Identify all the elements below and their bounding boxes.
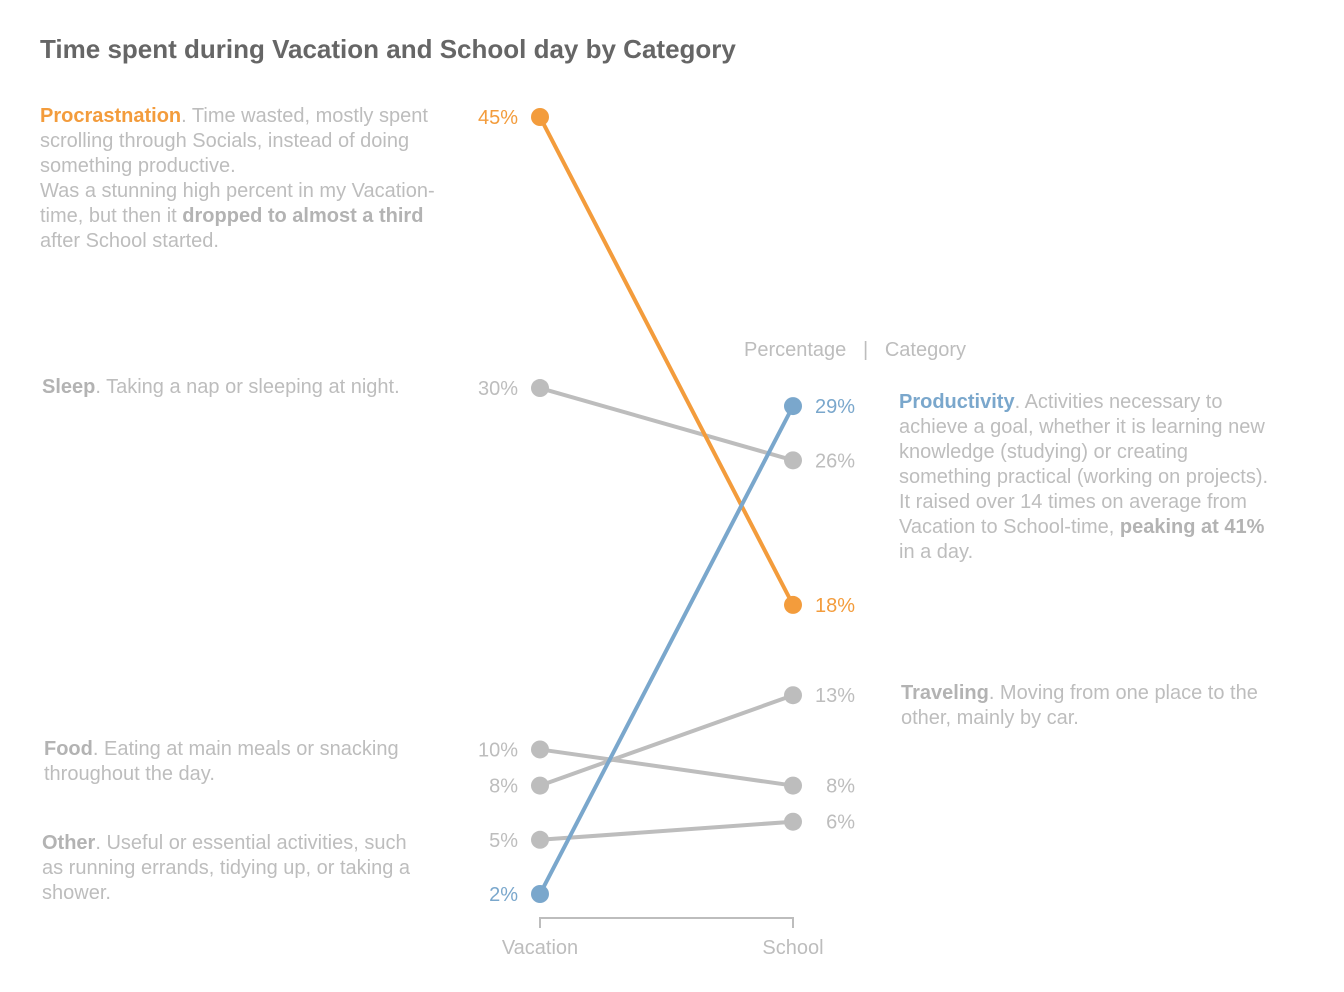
note-text: . Time wasted, mostly spent scrolling th…	[40, 105, 428, 177]
data-point-sleep	[531, 379, 549, 398]
data-label-productivity: 29%	[815, 396, 855, 418]
header-category: Category	[884, 339, 966, 361]
note-name: Traveling	[901, 682, 989, 704]
series-line-traveling	[539, 693, 794, 788]
data-label-sleep: 26%	[815, 450, 855, 472]
data-label-traveling: 13%	[815, 685, 855, 707]
series-line-food	[539, 747, 794, 788]
data-label-procrastnation: 18%	[815, 595, 855, 617]
x-axis	[539, 917, 794, 928]
data-point-food	[531, 740, 549, 759]
series-line-sleep	[539, 386, 794, 463]
note-name: Productivity	[899, 391, 1015, 413]
note-text: after School started.	[40, 230, 219, 252]
data-point-other	[531, 830, 549, 849]
series-line-other	[539, 819, 794, 842]
note-emphasis: peaking at 41%	[1119, 516, 1265, 538]
data-point-productivity	[784, 397, 802, 416]
data-label-food: 10%	[478, 739, 518, 761]
data-label-other: 5%	[489, 830, 518, 852]
series-line-productivity	[538, 405, 795, 895]
note-name: Procrastnation	[40, 105, 182, 127]
note-text: Was a stunning high percent in my Vacati…	[40, 180, 435, 227]
note-emphasis: dropped to almost a third	[182, 205, 424, 227]
data-point-traveling	[531, 776, 549, 795]
chart-title: Time spent during Vacation and School da…	[40, 34, 736, 64]
data-point-procrastnation	[531, 108, 549, 126]
column-header: Percentage | Category	[744, 339, 966, 362]
x-tick-label: Vacation	[502, 937, 578, 959]
note-traveling: Traveling. Moving from one place to the …	[901, 681, 1311, 731]
note-text: in a day.	[899, 541, 974, 563]
note-text: . Taking a nap or sleeping at night.	[95, 376, 400, 398]
data-label-traveling: 8%	[489, 776, 518, 798]
note-text: . Useful or essential activities, such a…	[42, 832, 410, 904]
data-label-other: 6%	[826, 812, 855, 834]
data-point-food	[784, 776, 802, 795]
note-name: Sleep	[42, 376, 96, 398]
note-name: Other	[42, 832, 96, 854]
data-point-procrastnation	[784, 595, 802, 614]
note-other: Other. Useful or essential activities, s…	[42, 831, 432, 906]
note-text: . Activities necessary to achieve a goal…	[899, 391, 1269, 488]
data-label-productivity: 2%	[489, 884, 518, 906]
data-point-sleep	[784, 451, 802, 470]
data-label-food: 8%	[826, 776, 855, 798]
note-sleep: Sleep. Taking a nap or sleeping at night…	[42, 375, 452, 400]
note-procrastination: Procrastnation. Time wasted, mostly spen…	[40, 104, 440, 254]
header-percentage: Percentage	[744, 339, 847, 361]
data-point-traveling	[784, 686, 802, 705]
data-label-sleep: 30%	[478, 378, 518, 400]
data-point-productivity	[531, 885, 549, 903]
x-tick-label: School	[762, 937, 823, 959]
data-label-procrastnation: 45%	[478, 107, 518, 129]
note-text: It raised over 14 times on average from …	[899, 491, 1247, 538]
note-text: . Eating at main meals or snacking throu…	[44, 738, 399, 785]
series-line-procrastnation	[538, 116, 795, 606]
note-food: Food. Eating at main meals or snacking t…	[44, 737, 444, 787]
note-productivity: Productivity. Activities necessary to ac…	[899, 390, 1284, 565]
note-text: . Moving from one place to the other, ma…	[901, 682, 1258, 729]
note-name: Food	[44, 738, 93, 760]
data-point-other	[784, 812, 802, 831]
header-separator: |	[862, 339, 869, 361]
